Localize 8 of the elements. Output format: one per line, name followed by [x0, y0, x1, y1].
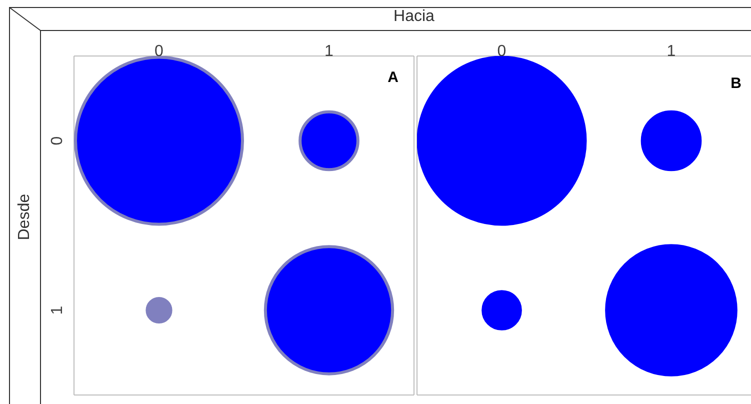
x-tick-label: 1	[666, 43, 676, 60]
text: A	[388, 69, 398, 86]
text: B	[730, 75, 742, 92]
x-tick-label: 0	[154, 43, 164, 60]
y-axis-title: Desde	[16, 194, 34, 240]
x-tick-label: 0	[497, 43, 506, 60]
x-axis-title: Hacia	[394, 8, 434, 26]
x-tick-label: 1	[324, 43, 334, 60]
